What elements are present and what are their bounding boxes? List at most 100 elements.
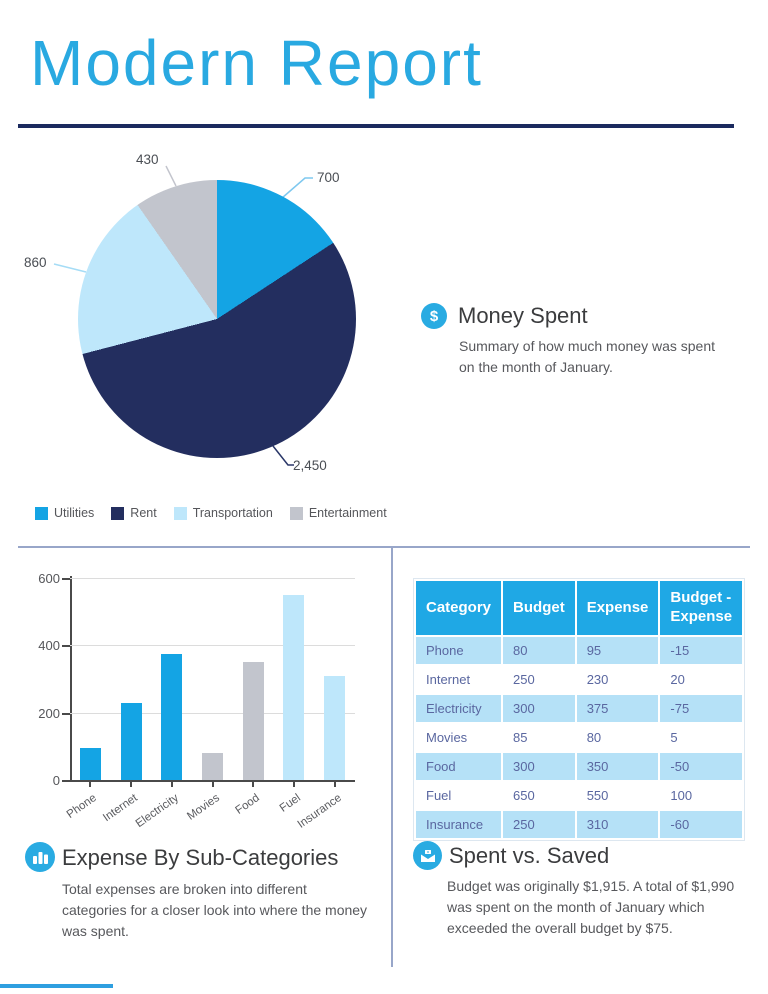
- x-axis: [70, 780, 355, 782]
- legend-swatch-utilities: [35, 506, 48, 520]
- gridline: [70, 578, 355, 579]
- x-tick: [292, 782, 295, 787]
- y-tick-label: 0: [52, 773, 60, 788]
- bar-chart-glyph: [32, 851, 48, 864]
- x-tick: [170, 782, 173, 787]
- money-spent-heading: Money Spent: [458, 303, 588, 328]
- table-cell: 85: [503, 724, 575, 751]
- expense-categories-body: Total expenses are broken into different…: [62, 881, 368, 939]
- table-row: Fuel 650 550 100: [416, 782, 743, 809]
- spent-saved-body: Budget was originally $1,915. A total of…: [447, 878, 735, 936]
- title-underline: [18, 124, 734, 128]
- table-cell: 300: [503, 695, 575, 722]
- legend-label-transportation: Transportation: [192, 506, 273, 520]
- table-cell: 95: [576, 637, 659, 664]
- table-cell: Internet: [416, 666, 502, 693]
- y-tick: [62, 712, 70, 715]
- table-row: Internet 250 230 20: [416, 666, 743, 693]
- table-header-row: Category Budget Expense Budget - Expense: [416, 581, 743, 635]
- pie-value-rent: 2,450: [293, 458, 327, 473]
- y-tick-label: 600: [38, 571, 60, 586]
- envelope-glyph: [420, 849, 435, 862]
- bar-electricity: [161, 653, 183, 780]
- bar-phone: [79, 748, 101, 780]
- dollar-glyph: $: [429, 307, 439, 325]
- table-cell: 350: [576, 753, 659, 780]
- table-header-cell: Budget - Expense: [660, 581, 743, 635]
- horizontal-divider: [18, 546, 750, 548]
- table-cell: Phone: [416, 637, 502, 664]
- page-title: Modern Report: [30, 27, 483, 99]
- table-header-cell: Budget: [503, 581, 575, 635]
- table-cell: Food: [416, 753, 502, 780]
- x-tick: [89, 782, 92, 787]
- table-row: Electricity 300 375 -75: [416, 695, 743, 722]
- table-cell: 20: [660, 666, 743, 693]
- y-tick-label: 200: [38, 705, 60, 721]
- legend-swatch-rent: [111, 506, 125, 520]
- pie-value-utilities: 700: [317, 170, 340, 185]
- pie-value-entertainment: 430: [136, 152, 159, 167]
- table-cell: 80: [576, 724, 659, 751]
- table-cell: Electricity: [416, 695, 502, 722]
- legend-swatch-entertainment: [289, 506, 303, 520]
- legend-item-utilities: Utilities: [35, 506, 94, 520]
- pie: [78, 180, 356, 458]
- expense-categories-heading: Expense By Sub-Categories: [62, 845, 339, 870]
- legend-label-utilities: Utilities: [54, 506, 95, 520]
- legend-item-rent: Rent: [111, 506, 157, 520]
- x-tick: [252, 782, 255, 787]
- envelope-money-icon: [413, 841, 442, 870]
- table-cell: 310: [576, 811, 659, 838]
- pie-chart: 700 2,450 860 430: [0, 140, 400, 510]
- bar-fuel: [283, 594, 305, 780]
- table-cell: 550: [576, 782, 659, 809]
- vertical-divider: [391, 547, 393, 967]
- legend-item-entertainment: Entertainment: [289, 506, 387, 520]
- x-tick: [333, 782, 336, 787]
- legend-item-transportation: Transportation: [173, 506, 273, 520]
- money-spent-body: Summary of how much money was spent on t…: [459, 338, 715, 375]
- pie-value-transportation: 860: [24, 255, 47, 270]
- bar-movies: [202, 753, 223, 780]
- bar-internet: [120, 702, 142, 780]
- legend-swatch-transportation: [173, 506, 187, 520]
- y-tick: [62, 645, 70, 648]
- x-tick: [211, 782, 214, 787]
- table-cell: -50: [660, 753, 743, 780]
- table-cell: -60: [660, 811, 743, 838]
- legend-label-rent: Rent: [130, 506, 157, 520]
- y-axis: [70, 576, 72, 782]
- table-cell: 80: [503, 637, 575, 664]
- bar-insurance: [324, 675, 346, 780]
- bar-chart: 0 200 400 600 Phone Internet Electricity Movies…: [18, 560, 388, 832]
- table-cell: 5: [660, 724, 743, 751]
- table-cell: Fuel: [416, 782, 502, 809]
- gridline: [70, 645, 355, 647]
- legend-label-entertainment: Entertainment: [308, 506, 387, 520]
- table-header-cell: Expense: [576, 581, 659, 635]
- pie-legend: Utilities Rent Transportation Entertainm…: [35, 506, 387, 520]
- table-row: Movies 85 80 5: [416, 724, 743, 751]
- table-row: Insurance 250 310 -60: [416, 811, 743, 838]
- table-cell: 100: [660, 782, 743, 809]
- table-cell: 650: [503, 782, 575, 809]
- x-tick: [130, 782, 133, 787]
- bar-chart-icon: [25, 842, 55, 872]
- table-cell: 250: [503, 666, 575, 693]
- table-cell: -75: [660, 695, 743, 722]
- table-cell: -15: [660, 637, 743, 664]
- table-row: Food 300 350 -50: [416, 753, 743, 780]
- dollar-circle-icon: $: [421, 303, 447, 329]
- table-cell: Insurance: [416, 811, 502, 838]
- footer-accent-line: [0, 984, 113, 988]
- spent-saved-heading: Spent vs. Saved: [449, 843, 610, 868]
- table-cell: 250: [503, 811, 575, 838]
- y-tick: [62, 780, 70, 782]
- table-cell: 230: [576, 666, 659, 693]
- table-cell: 375: [576, 695, 659, 722]
- table-cell: 300: [503, 753, 575, 780]
- table-header-cell: Category: [416, 581, 502, 635]
- y-tick: [62, 578, 70, 580]
